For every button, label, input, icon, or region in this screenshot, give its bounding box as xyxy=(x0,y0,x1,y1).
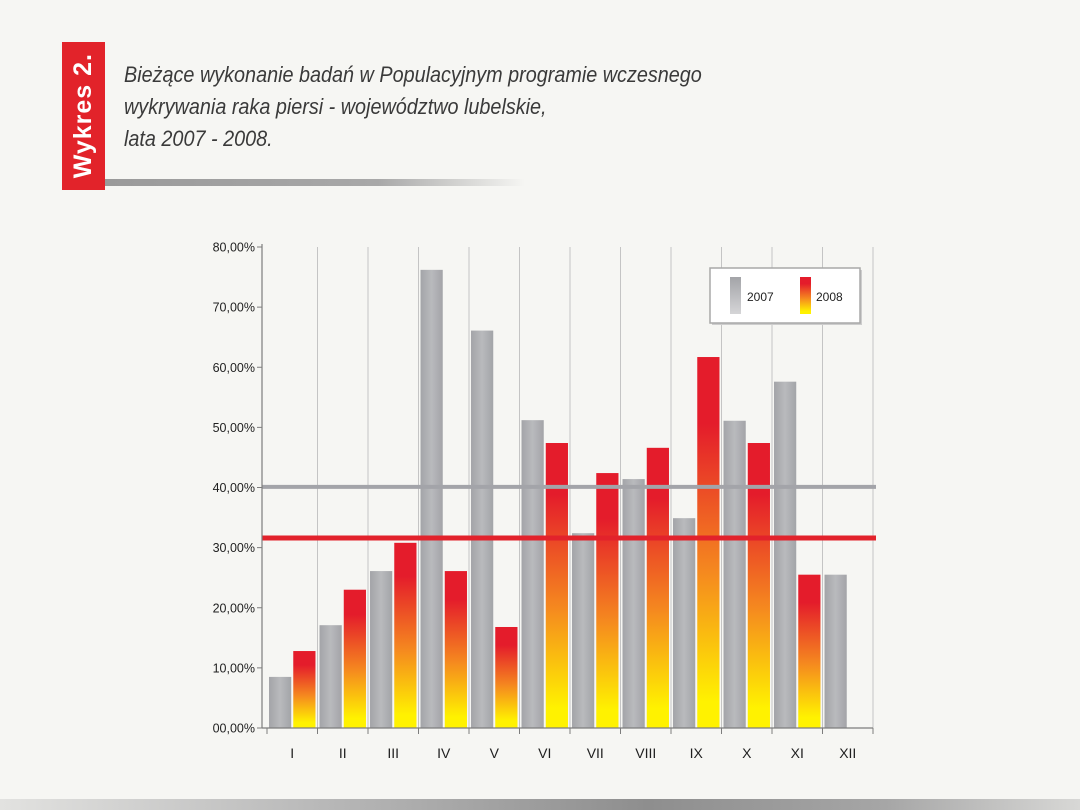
legend: 2007 2008 xyxy=(709,267,862,325)
x-tick-label: IX xyxy=(690,745,704,761)
x-tick-label: I xyxy=(290,745,294,761)
chart-title-line-2: wykrywania raka piersi - województwo lub… xyxy=(124,94,547,119)
bar-2007-XII xyxy=(824,574,847,728)
x-tick-label: XII xyxy=(839,745,856,761)
x-tick-label: II xyxy=(339,745,347,761)
bar-2008-VIII xyxy=(646,447,669,728)
x-tick-label: V xyxy=(490,745,500,761)
legend-label-2007: 2007 xyxy=(747,290,774,304)
bar-2008-V xyxy=(495,626,518,728)
page-bottom-band xyxy=(0,799,1080,810)
x-tick-label: IV xyxy=(437,745,451,761)
bar-2007-III xyxy=(370,571,393,728)
x-tick-label: X xyxy=(742,745,752,761)
bar-2008-XI xyxy=(798,574,821,728)
legend-swatch-2008 xyxy=(800,277,811,314)
y-tick-label: 10,00% xyxy=(213,661,255,675)
x-tick-label: VIII xyxy=(635,745,656,761)
bar-2008-X xyxy=(747,443,770,728)
x-tick-label: III xyxy=(387,745,399,761)
bar-2008-VI xyxy=(545,443,568,728)
y-tick-label: 50,00% xyxy=(213,421,255,435)
x-tick-label: VI xyxy=(538,745,551,761)
bars xyxy=(269,269,847,728)
bar-2007-VIII xyxy=(622,479,645,728)
bar-2007-XI xyxy=(774,381,797,728)
bar-2007-VI xyxy=(521,420,544,728)
bar-2008-II xyxy=(343,589,366,728)
y-tick-label: 20,00% xyxy=(213,601,255,615)
bar-2007-V xyxy=(471,330,494,728)
y-tick-label: 30,00% xyxy=(213,541,255,555)
bar-2008-III xyxy=(394,542,417,728)
bar-2008-IV xyxy=(444,571,467,728)
reference-lines xyxy=(262,484,876,541)
bar-2008-IX xyxy=(697,357,720,728)
bar-2007-I xyxy=(269,676,292,728)
y-tick-label: 00,00% xyxy=(213,722,255,736)
x-tick-label: VII xyxy=(587,745,604,761)
legend-swatch-2007 xyxy=(730,277,741,314)
axes: 00,00% 10,00% 20,00% 30,00% 40,00% 50,00% 60,0… xyxy=(213,241,874,761)
y-tick-label: 80,00% xyxy=(213,241,255,255)
chart-title-line-1: Bieżące wykonanie badań w Populacyjnym p… xyxy=(124,62,702,87)
title-underline-rule xyxy=(105,179,525,186)
bar-2008-I xyxy=(293,651,316,728)
bar-2007-II xyxy=(319,625,342,728)
y-tick-label: 70,00% xyxy=(213,301,255,315)
y-tick-label: 60,00% xyxy=(213,361,255,375)
chart-title-line-3: lata 2007 - 2008. xyxy=(124,126,273,151)
figure-label: Wykres 2. xyxy=(69,53,97,179)
bar-2008-VII xyxy=(596,473,619,728)
x-tick-label: XI xyxy=(791,745,804,761)
legend-label-2008: 2008 xyxy=(816,290,843,304)
bar-2007-X xyxy=(723,420,746,728)
bar-2007-IX xyxy=(673,518,696,728)
chart-title: Bieżące wykonanie badań w Populacyjnym p… xyxy=(124,59,754,155)
bar-2007-VII xyxy=(572,533,595,728)
figure-label-box: Wykres 2. xyxy=(62,42,105,190)
y-tick-label: 40,00% xyxy=(213,481,255,495)
bar-2007-IV xyxy=(420,269,443,728)
